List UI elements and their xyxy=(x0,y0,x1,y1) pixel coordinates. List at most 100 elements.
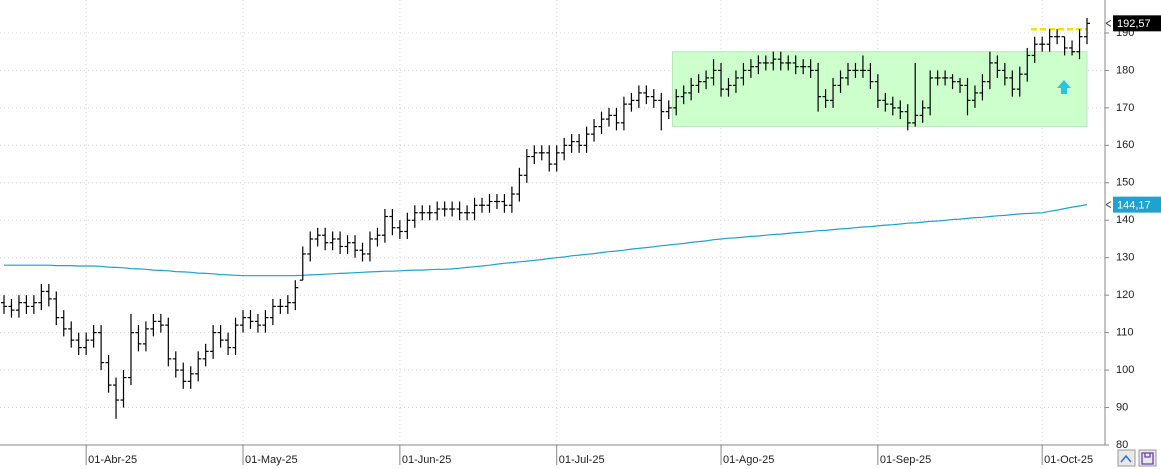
ohlc-bar xyxy=(187,366,194,389)
ohlc-bar xyxy=(1061,36,1068,56)
y-tick-label: 130 xyxy=(1116,252,1134,264)
ohlc-bar xyxy=(419,205,426,221)
ohlc-bar xyxy=(516,167,523,202)
ohlc-bar xyxy=(381,209,388,243)
ohlc-bar xyxy=(934,70,941,86)
price-pointer xyxy=(1105,19,1112,27)
zoom-icon xyxy=(1120,454,1132,463)
ohlc-bar xyxy=(620,96,627,131)
ohlc-bar xyxy=(359,242,366,262)
ohlc-bar xyxy=(352,235,359,258)
ohlc-bar xyxy=(195,351,202,382)
ohlc-bar xyxy=(859,55,866,78)
x-tick-label: 01-Ago-25 xyxy=(723,454,774,466)
ohlc-bar xyxy=(643,85,650,105)
y-tick-label: 160 xyxy=(1116,139,1134,151)
ohlc-bar xyxy=(650,89,657,108)
ohlc-bar xyxy=(493,194,500,210)
zoom-button[interactable] xyxy=(1117,449,1136,467)
ohlc-bar xyxy=(60,310,67,337)
ohlc-bar xyxy=(889,96,896,116)
ohlc-bar xyxy=(964,77,971,116)
y-tick-label: 110 xyxy=(1116,327,1134,339)
price-tag-label: 144,17 xyxy=(1117,200,1151,212)
ohlc-bar xyxy=(120,370,127,408)
ohlc-bar xyxy=(673,89,680,116)
ohlc-bar xyxy=(635,85,642,108)
ohlc-bar xyxy=(807,59,814,78)
ohlc-bar xyxy=(718,62,725,97)
ohlc-bar xyxy=(486,194,493,213)
ohlc-bar xyxy=(740,62,747,86)
ohlc-bar xyxy=(844,62,851,86)
ohlc-bar xyxy=(344,235,351,254)
ohlc-bar xyxy=(1016,66,1023,97)
y-tick-label: 140 xyxy=(1116,214,1134,226)
ohlc-bar xyxy=(874,74,881,108)
ohlc-bar xyxy=(30,295,37,314)
ohlc-bar xyxy=(680,85,687,105)
ohlc-bar xyxy=(1,295,7,314)
ohlc-bar xyxy=(8,298,15,318)
save-button[interactable] xyxy=(1138,449,1157,467)
ohlc-bar xyxy=(942,70,949,86)
ohlc-bar xyxy=(113,377,120,419)
ohlc-bar xyxy=(897,100,904,120)
ohlc-bar xyxy=(172,351,179,378)
ohlc-bar xyxy=(695,74,702,93)
ohlc-bar xyxy=(747,59,754,78)
ohlc-bar xyxy=(762,55,769,71)
ohlc-bar xyxy=(434,201,441,221)
y-tick-label: 80 xyxy=(1116,439,1128,451)
ohlc-bar xyxy=(23,295,30,314)
ohlc-bar xyxy=(971,85,978,108)
ohlc-bar xyxy=(1069,40,1076,56)
price-tag xyxy=(1113,196,1161,213)
x-tick-label: 01-May-25 xyxy=(245,454,298,466)
ohlc-bar xyxy=(852,62,859,78)
ohlc-bar xyxy=(770,51,777,71)
ohlc-bar xyxy=(240,310,247,333)
ohlc-bar xyxy=(822,89,829,108)
ohlc-bar xyxy=(501,194,508,213)
ohlc-bar xyxy=(180,362,187,389)
ohlc-bar xyxy=(949,74,956,90)
ohlc-bar xyxy=(882,92,889,112)
ohlc-bar xyxy=(269,298,276,326)
ohlc-bar xyxy=(800,59,807,75)
ohlc-bar xyxy=(98,325,105,371)
ohlc-bar xyxy=(568,134,575,153)
ohlc-bar xyxy=(68,321,75,348)
y-tick-label: 180 xyxy=(1116,64,1134,76)
ohlc-bar xyxy=(561,137,568,161)
ohlc-bar xyxy=(1009,70,1016,97)
ohlc-bar xyxy=(725,77,732,97)
ohlc-bar xyxy=(262,310,269,333)
ohlc-bar xyxy=(523,149,530,183)
moving-average xyxy=(4,204,1088,277)
ohlc-bar xyxy=(986,51,993,90)
ohlc-bar xyxy=(546,145,553,172)
ohlc-bar xyxy=(1054,29,1061,45)
ohlc-bar xyxy=(815,62,822,112)
ohlc-bar xyxy=(75,332,82,356)
ohlc-bar xyxy=(411,205,418,228)
ohlc-bar xyxy=(150,313,157,337)
ohlc-bar xyxy=(45,283,52,307)
ohlc-bar xyxy=(919,100,926,123)
price-pointer xyxy=(1105,201,1112,209)
ohlc-bar xyxy=(322,227,329,251)
ohlc-bar xyxy=(508,186,515,213)
ohlc-bar xyxy=(464,205,471,221)
range-box xyxy=(671,51,1088,128)
y-tick-label: 90 xyxy=(1116,401,1128,413)
ohlc-bar xyxy=(927,70,934,116)
ohlc-bar xyxy=(202,343,209,367)
x-tick-label: 01-Sep-25 xyxy=(880,454,931,466)
ohlc-bar xyxy=(1024,47,1031,82)
ohlc-bar xyxy=(157,313,164,333)
ohlc-bar xyxy=(374,227,381,247)
ohlc-bar xyxy=(396,220,403,239)
ohlc-bar xyxy=(426,205,433,221)
ohlc-bar xyxy=(703,70,710,90)
